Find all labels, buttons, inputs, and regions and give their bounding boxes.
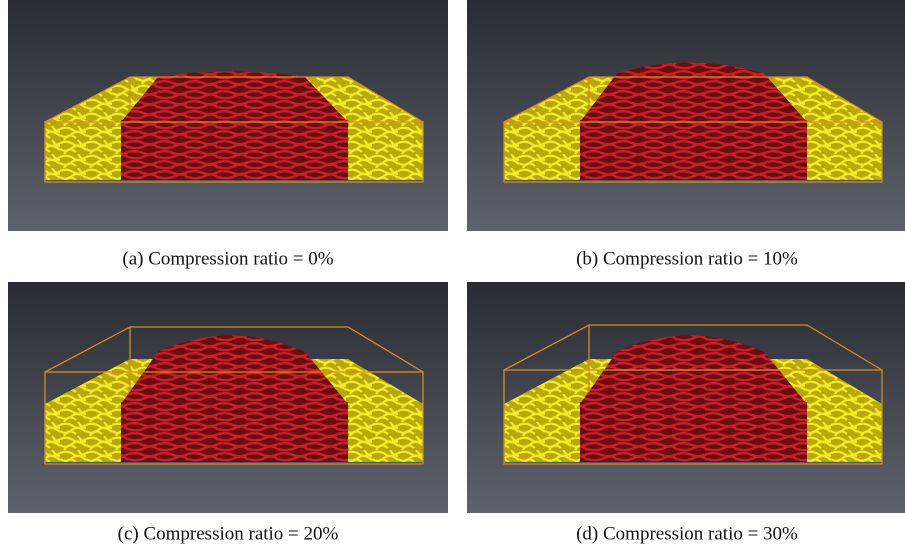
red-front — [121, 402, 348, 462]
page: (a) Compression ratio = 0% (b) Compressio… — [0, 0, 905, 551]
red-front — [580, 120, 807, 180]
render-panel — [467, 282, 905, 513]
render-panel — [8, 282, 448, 513]
panel-caption: (a) Compression ratio = 0% — [122, 248, 333, 269]
red-front — [580, 402, 807, 462]
render-panel — [467, 0, 905, 231]
figure: (a) Compression ratio = 0% (b) Compressio… — [0, 0, 905, 551]
render-panel — [8, 0, 448, 231]
panel-caption: (d) Compression ratio = 30% — [576, 523, 798, 544]
panel-caption: (b) Compression ratio = 10% — [576, 248, 798, 269]
panel-caption: (c) Compression ratio = 20% — [118, 523, 339, 544]
red-front — [121, 120, 348, 180]
